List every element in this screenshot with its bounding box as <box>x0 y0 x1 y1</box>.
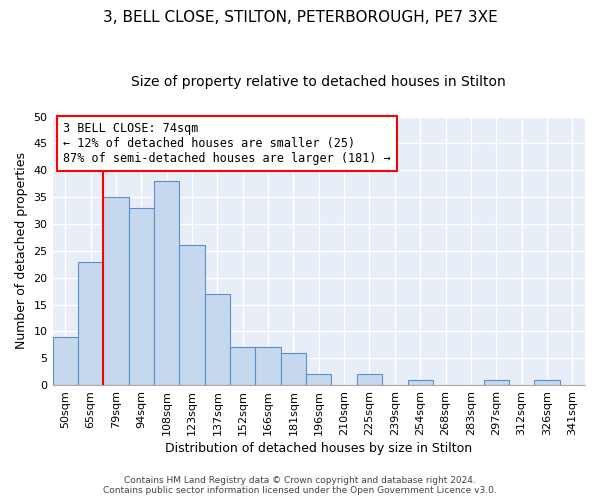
Bar <box>230 348 256 385</box>
Bar <box>256 348 281 385</box>
Bar <box>306 374 331 385</box>
Bar <box>205 294 230 385</box>
Bar <box>78 262 103 385</box>
Y-axis label: Number of detached properties: Number of detached properties <box>15 152 28 350</box>
Text: Contains HM Land Registry data © Crown copyright and database right 2024.
Contai: Contains HM Land Registry data © Crown c… <box>103 476 497 495</box>
Bar <box>534 380 560 385</box>
Title: Size of property relative to detached houses in Stilton: Size of property relative to detached ho… <box>131 75 506 89</box>
X-axis label: Distribution of detached houses by size in Stilton: Distribution of detached houses by size … <box>165 442 472 455</box>
Bar <box>53 336 78 385</box>
Bar <box>407 380 433 385</box>
Bar <box>154 181 179 385</box>
Bar <box>179 246 205 385</box>
Bar <box>103 197 128 385</box>
Bar <box>128 208 154 385</box>
Text: 3 BELL CLOSE: 74sqm
← 12% of detached houses are smaller (25)
87% of semi-detach: 3 BELL CLOSE: 74sqm ← 12% of detached ho… <box>63 122 391 165</box>
Text: 3, BELL CLOSE, STILTON, PETERBOROUGH, PE7 3XE: 3, BELL CLOSE, STILTON, PETERBOROUGH, PE… <box>103 10 497 25</box>
Bar <box>281 353 306 385</box>
Bar <box>484 380 509 385</box>
Bar <box>357 374 382 385</box>
